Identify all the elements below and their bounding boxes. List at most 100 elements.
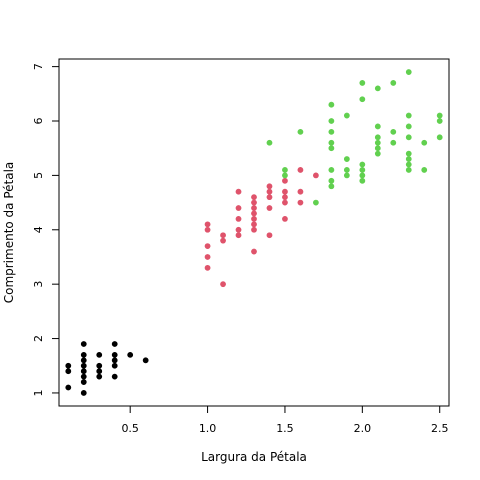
data-point (329, 102, 334, 107)
data-point (344, 113, 349, 118)
data-point (66, 385, 71, 390)
data-point (267, 189, 272, 194)
data-point (81, 358, 86, 363)
data-point (298, 200, 303, 205)
y-tick-label: 2 (32, 335, 45, 342)
data-point (220, 282, 225, 287)
data-point (329, 178, 334, 183)
data-point (267, 195, 272, 200)
data-point (282, 167, 287, 172)
data-point (437, 135, 442, 140)
data-point (267, 184, 272, 189)
data-point (298, 189, 303, 194)
data-point (406, 113, 411, 118)
data-point (437, 113, 442, 118)
data-point (267, 140, 272, 145)
x-tick-label: 2.5 (431, 422, 449, 435)
data-point (97, 374, 102, 379)
data-point (81, 352, 86, 357)
data-point (375, 146, 380, 151)
data-point (251, 227, 256, 232)
data-point (329, 146, 334, 151)
y-tick-label: 5 (32, 172, 45, 179)
data-point (112, 363, 117, 368)
data-point (375, 124, 380, 129)
data-point (220, 238, 225, 243)
data-point (112, 352, 117, 357)
data-point (236, 189, 241, 194)
data-point (360, 173, 365, 178)
data-point (267, 233, 272, 238)
data-point (128, 352, 133, 357)
data-point (360, 162, 365, 167)
data-point (360, 178, 365, 183)
data-point (97, 369, 102, 374)
data-point (251, 200, 256, 205)
data-point (360, 167, 365, 172)
data-point (375, 135, 380, 140)
data-point (251, 222, 256, 227)
y-tick-label: 6 (32, 118, 45, 125)
data-point (236, 216, 241, 221)
data-point (329, 118, 334, 123)
data-point (112, 374, 117, 379)
data-point (406, 167, 411, 172)
data-point (406, 124, 411, 129)
data-point (406, 156, 411, 161)
data-point (406, 135, 411, 140)
data-point (406, 162, 411, 167)
data-point (81, 390, 86, 395)
data-point (298, 167, 303, 172)
data-point (267, 205, 272, 210)
data-point (375, 86, 380, 91)
data-point (391, 140, 396, 145)
data-point (282, 216, 287, 221)
data-point (344, 167, 349, 172)
data-point (251, 211, 256, 216)
data-point (205, 254, 210, 259)
data-point (143, 358, 148, 363)
data-point (360, 97, 365, 102)
data-point (422, 140, 427, 145)
data-point (406, 69, 411, 74)
data-point (329, 140, 334, 145)
data-point (205, 227, 210, 232)
data-point (391, 80, 396, 85)
data-point (406, 151, 411, 156)
data-point (205, 222, 210, 227)
data-point (329, 129, 334, 134)
y-tick-label: 1 (32, 389, 45, 396)
data-point (422, 167, 427, 172)
data-point (97, 363, 102, 368)
data-point (236, 227, 241, 232)
y-tick-label: 7 (32, 63, 45, 70)
x-axis-title: Largura da Pétala (201, 450, 307, 464)
data-point (251, 195, 256, 200)
x-tick-label: 1.0 (199, 422, 217, 435)
data-point (282, 189, 287, 194)
data-point (66, 369, 71, 374)
y-tick-label: 3 (32, 281, 45, 288)
x-tick-label: 0.5 (121, 422, 139, 435)
data-point (66, 363, 71, 368)
y-tick-label: 4 (32, 226, 45, 233)
data-point (81, 374, 86, 379)
data-point (97, 352, 102, 357)
x-tick-label: 2.0 (354, 422, 372, 435)
data-point (81, 341, 86, 346)
data-point (282, 200, 287, 205)
data-point (282, 195, 287, 200)
data-point (329, 184, 334, 189)
data-point (251, 249, 256, 254)
data-point (251, 205, 256, 210)
data-point (112, 341, 117, 346)
data-point (236, 233, 241, 238)
data-point (220, 233, 225, 238)
data-point (112, 358, 117, 363)
data-point (375, 151, 380, 156)
data-point (205, 244, 210, 249)
data-point (236, 205, 241, 210)
data-point (205, 265, 210, 270)
data-point (437, 118, 442, 123)
